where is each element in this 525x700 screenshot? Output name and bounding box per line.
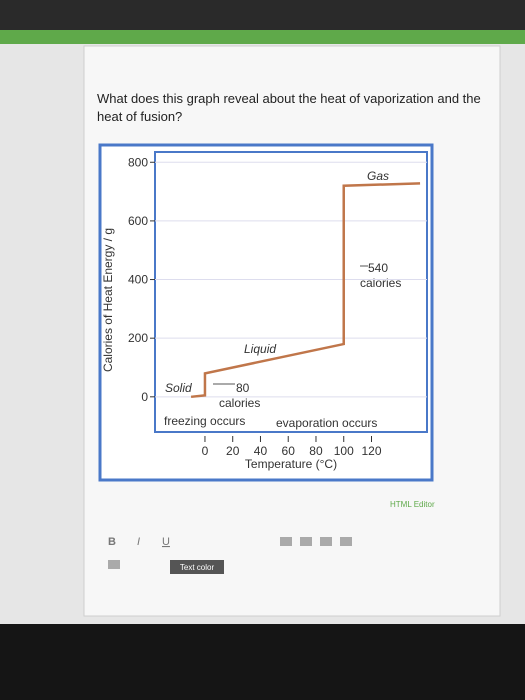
x-tick-label: 20 — [226, 444, 240, 458]
x-tick-label: 60 — [282, 444, 296, 458]
x-tick-label: 0 — [202, 444, 209, 458]
y-tick-label: 800 — [128, 155, 148, 169]
tooltip — [170, 560, 224, 574]
italic-button[interactable]: I — [137, 536, 140, 548]
icon — [300, 537, 312, 546]
x-axis-label: Temperature (°C) — [245, 457, 337, 471]
bezel-bottom — [0, 624, 525, 700]
annotation: calories — [219, 396, 260, 410]
plot-area — [154, 151, 428, 433]
heating-curve — [190, 182, 421, 399]
annotation: freezing occurs — [164, 414, 245, 428]
icon — [108, 560, 120, 569]
x-tick-label: 120 — [361, 444, 381, 458]
toolbar-icons — [108, 537, 352, 569]
x-tick-label: 40 — [254, 444, 268, 458]
annotation: evaporation occurs — [276, 416, 377, 430]
y-tick-label: 0 — [141, 390, 148, 404]
y-tick-label: 200 — [128, 331, 148, 345]
editor-label: HTML Editor — [390, 500, 435, 509]
annotation: 540 — [368, 261, 388, 275]
icon — [280, 537, 292, 546]
tooltip-text: Text color — [180, 563, 215, 572]
bold-button[interactable]: B — [108, 536, 116, 548]
y-axis-label: Calories of Heat Energy / g — [101, 228, 115, 372]
icon — [320, 537, 332, 546]
x-tick-label: 80 — [309, 444, 323, 458]
bezel — [0, 0, 525, 30]
underline-button[interactable]: U — [162, 536, 170, 548]
icon — [340, 537, 352, 546]
y-tick-label: 600 — [128, 214, 148, 228]
annotation: Liquid — [244, 342, 276, 356]
annotation: 80 — [236, 381, 250, 395]
x-tick-label: 100 — [334, 444, 354, 458]
annotation: Gas — [367, 169, 389, 183]
y-tick-label: 400 — [128, 273, 148, 287]
header-strip — [0, 30, 525, 44]
question-text: What does this graph reveal about the he… — [97, 91, 481, 124]
annotation: Solid — [165, 381, 192, 395]
